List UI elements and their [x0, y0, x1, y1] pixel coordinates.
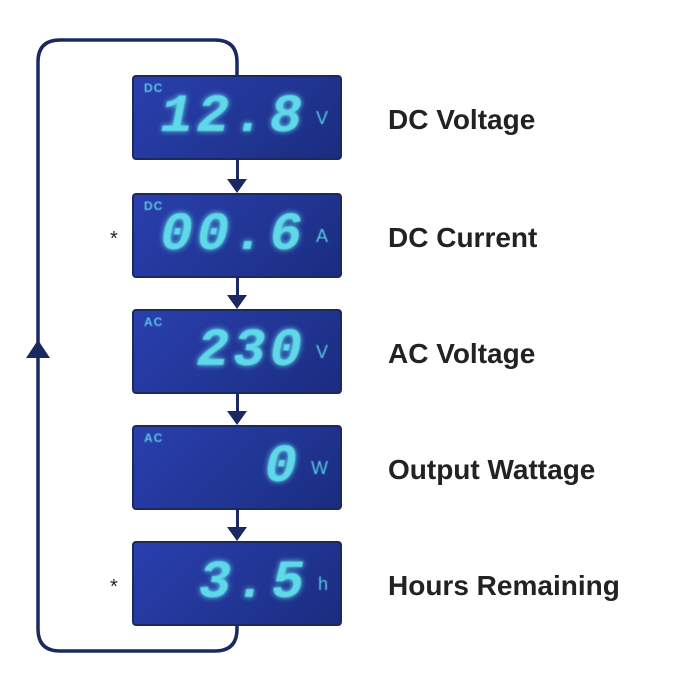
return-loop-arrow-icon: [26, 340, 50, 358]
lcd-value: 230: [197, 325, 312, 379]
lcd-value: 12.8: [160, 91, 312, 145]
flow-arrow-down-icon: [227, 160, 247, 193]
lcd-mode-label: AC: [144, 315, 163, 329]
flow-arrow-down-icon: [227, 510, 247, 541]
flow-arrow-down-icon: [227, 278, 247, 309]
lcd-display-ac-voltage: AC 230 V: [132, 309, 342, 394]
lcd-unit: V: [316, 343, 328, 361]
lcd-display-hours-remaining: 3.5 h: [132, 541, 342, 626]
lcd-display-output-wattage: AC 0 W: [132, 425, 342, 510]
label-dc-current: DC Current: [388, 222, 537, 254]
lcd-unit: A: [316, 227, 328, 245]
lcd-value: 3.5: [199, 557, 314, 611]
diagram-container: * DC 12.8 V DC Voltage * DC 00.6 A DC Cu…: [0, 0, 687, 689]
lcd-unit: V: [316, 109, 328, 127]
label-ac-voltage: AC Voltage: [388, 338, 535, 370]
flow-arrow-down-icon: [227, 394, 247, 425]
asterisk-marker: *: [110, 576, 118, 599]
lcd-unit: W: [311, 459, 328, 477]
label-hours-remaining: Hours Remaining: [388, 570, 620, 602]
lcd-unit: h: [318, 575, 328, 593]
lcd-mode-label: AC: [144, 431, 163, 445]
lcd-display-dc-voltage: DC 12.8 V: [132, 75, 342, 160]
label-output-wattage: Output Wattage: [388, 454, 595, 486]
lcd-value: 00.6: [160, 209, 312, 263]
lcd-value: 0: [265, 441, 307, 495]
lcd-display-dc-current: DC 00.6 A: [132, 193, 342, 278]
asterisk-marker: *: [110, 228, 118, 251]
label-dc-voltage: DC Voltage: [388, 104, 535, 136]
